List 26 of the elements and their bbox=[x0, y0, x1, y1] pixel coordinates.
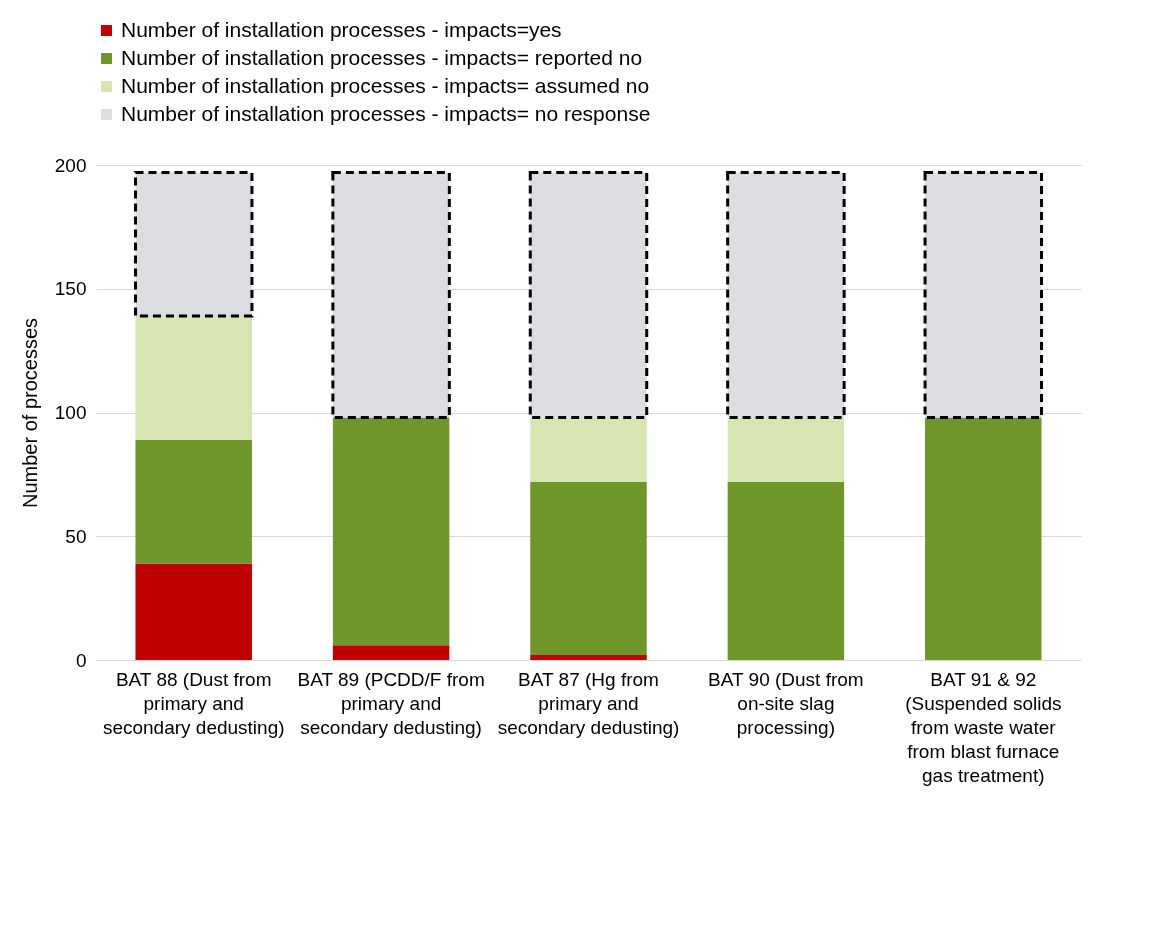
y-tick-label: 50 bbox=[65, 525, 87, 547]
bar bbox=[332, 417, 450, 646]
bar bbox=[530, 417, 647, 482]
bar bbox=[332, 645, 450, 660]
y-tick-label: 0 bbox=[75, 649, 87, 671]
x-tick-label: BAT 88 (Dust from primary and secondary dedusting) bbox=[102, 668, 285, 738]
bar bbox=[925, 417, 1042, 660]
y-axis-title: Number of processes bbox=[18, 317, 41, 509]
legend-label: Number of installation processes - impacts=yes bbox=[121, 17, 562, 41]
bar bbox=[135, 563, 252, 660]
y-tick-label: 100 bbox=[54, 402, 87, 423]
legend-label: Number of installation processes - impacts= no response bbox=[121, 101, 651, 125]
y-tick-label: 200 bbox=[54, 154, 87, 176]
x-tick-label: BAT 89 (PCDD/F from primary and secondary dedusting) bbox=[297, 668, 485, 738]
bar bbox=[727, 417, 845, 482]
legend-label: Number of installation processes - impacts= reported no bbox=[121, 45, 643, 69]
x-tick-label: BAT 90 (Dust from on-site slag processing) bbox=[708, 668, 864, 738]
bar bbox=[727, 481, 845, 660]
x-tick-label: BAT 87 (Hg from primary and secondary dedusting) bbox=[497, 668, 680, 738]
x-tick-label: BAT 91 & 92 (Suspended solids from waste water from blast furnace gas treatment) bbox=[905, 668, 1062, 786]
bar bbox=[135, 315, 252, 440]
legend-label: Number of installation processes - impacts= assumed no bbox=[121, 73, 650, 97]
y-tick-label: 150 bbox=[54, 278, 87, 300]
bar bbox=[530, 481, 647, 656]
bar bbox=[530, 655, 647, 660]
bar bbox=[135, 439, 252, 564]
